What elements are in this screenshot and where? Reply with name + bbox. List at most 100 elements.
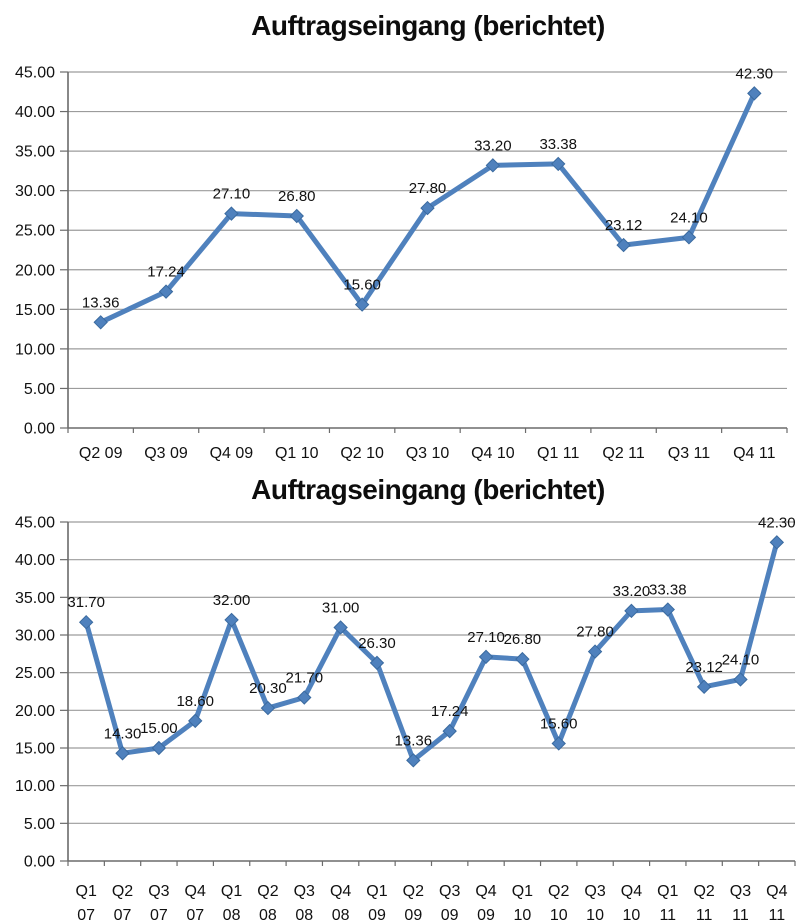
x-axis-label: Q4 09 [210, 445, 254, 462]
chart-title-bottom: Auftragseingang (berichtet) [251, 474, 605, 505]
data-label: 17.24 [147, 264, 185, 281]
data-point-marker [354, 297, 370, 312]
y-axis-label: 5.00 [24, 381, 55, 398]
x-axis-label: Q2 09 [79, 445, 123, 462]
y-axis-label: 25.00 [15, 223, 55, 240]
data-label: 33.20 [613, 583, 651, 600]
y-axis-label: 0.00 [24, 854, 55, 871]
y-axis-label: 10.00 [15, 341, 55, 358]
data-point-marker [224, 206, 239, 221]
x-axis-label: Q4 [621, 883, 642, 900]
x-axis-label: 11 [732, 907, 749, 924]
x-axis-label: Q3 [294, 883, 315, 900]
data-point-marker [420, 200, 435, 216]
data-label: 23.12 [685, 659, 723, 676]
y-axis-label: 0.00 [24, 421, 55, 438]
data-point-marker [485, 158, 501, 173]
data-point-marker [93, 315, 108, 330]
y-axis-label: 5.00 [24, 816, 55, 833]
data-label: 20.30 [249, 680, 287, 697]
data-label: 13.36 [395, 732, 433, 749]
data-point-marker [551, 736, 566, 751]
data-label: 33.38 [649, 582, 687, 599]
x-axis-label: Q1 [366, 883, 387, 900]
x-axis-label: 10 [623, 907, 641, 924]
data-label: 26.80 [504, 631, 542, 648]
x-axis-label: 08 [259, 907, 277, 924]
x-axis-label: 10 [513, 907, 531, 924]
x-axis-label: 08 [223, 907, 241, 924]
x-axis-label: Q3 09 [144, 445, 188, 462]
data-label: 23.12 [605, 217, 643, 234]
data-point-marker [515, 651, 530, 667]
data-point-marker [188, 713, 203, 729]
data-label: 42.30 [758, 514, 796, 531]
x-axis-label: 07 [77, 907, 95, 924]
x-axis-label: Q4 [475, 883, 496, 900]
data-label: 27.10 [213, 186, 251, 203]
data-label: 27.80 [409, 180, 447, 197]
x-axis-label: Q3 [148, 883, 169, 900]
x-axis-label: Q3 [584, 883, 605, 900]
x-axis-label: 11 [769, 907, 786, 924]
data-point-marker [551, 156, 566, 172]
y-axis-label: 45.00 [15, 515, 55, 532]
y-axis-label: 20.00 [15, 262, 55, 279]
data-point-marker [624, 603, 639, 619]
data-label: 32.00 [213, 592, 251, 609]
data-point-marker [289, 208, 304, 224]
x-axis-label: Q2 [548, 883, 569, 900]
x-axis-label: Q2 [112, 883, 133, 900]
data-label: 17.24 [431, 703, 469, 720]
data-label: 14.30 [104, 725, 142, 742]
x-axis-label: 08 [332, 907, 350, 924]
data-label: 18.60 [176, 693, 214, 710]
data-label: 33.20 [474, 137, 512, 154]
data-label: 31.00 [322, 599, 360, 616]
y-axis-label: 35.00 [15, 590, 55, 607]
x-axis-label: 11 [696, 907, 713, 924]
x-axis-label: Q2 [403, 883, 424, 900]
data-point-marker [478, 649, 494, 665]
data-point-marker [260, 700, 276, 716]
chart-top: Auftragseingang (berichtet) 0.00 5.00 10.0… [15, 10, 788, 462]
data-point-marker [769, 535, 785, 550]
x-axis-label: Q1 10 [275, 445, 319, 462]
x-axis-label: 09 [404, 907, 422, 924]
y-axis-label: 15.00 [15, 302, 55, 319]
x-axis-label: 10 [550, 907, 568, 924]
data-label: 15.60 [540, 715, 578, 732]
data-point-marker [442, 723, 457, 739]
x-axis-label: Q4 10 [471, 445, 515, 462]
x-axis-label: Q4 11 [733, 445, 776, 462]
data-point-marker [224, 612, 239, 628]
data-label: 42.30 [736, 65, 774, 82]
y-axis-label: 15.00 [15, 741, 55, 758]
data-label: 33.38 [539, 136, 577, 153]
data-label: 24.10 [670, 209, 708, 226]
x-axis-label: Q1 11 [537, 445, 580, 462]
series-line [83, 539, 780, 763]
data-point-marker [587, 644, 603, 659]
x-axis-label: 07 [186, 907, 204, 924]
chart-bottom: Auftragseingang (berichtet) 0.00 5.00 10.0… [0, 470, 808, 924]
x-axis-label: Q4 [185, 883, 206, 900]
data-point-marker [158, 284, 174, 299]
data-label: 21.70 [286, 670, 324, 687]
x-axis-label: 07 [150, 907, 168, 924]
data-label: 15.00 [140, 720, 178, 737]
x-axis-label: Q1 [512, 883, 533, 900]
data-point-marker [733, 672, 748, 687]
x-axis-label: Q4 [766, 883, 787, 900]
chart-canvas-top: 0.00 5.00 10.00 15.00 20.00 25.00 30.00 35.00 40… [15, 65, 788, 462]
y-axis-label: 30.00 [15, 628, 55, 645]
y-axis-label: 40.00 [15, 104, 55, 121]
data-point-marker [78, 614, 94, 630]
x-axis-label: Q3 10 [406, 445, 450, 462]
x-axis-label: 08 [295, 907, 313, 924]
x-axis-label: Q2 11 [602, 445, 645, 462]
y-axis-label: 30.00 [15, 183, 55, 200]
chart-title-top: Auftragseingang (berichtet) [251, 10, 605, 41]
y-axis-label: 45.00 [15, 65, 55, 82]
x-axis-label: 09 [368, 907, 386, 924]
